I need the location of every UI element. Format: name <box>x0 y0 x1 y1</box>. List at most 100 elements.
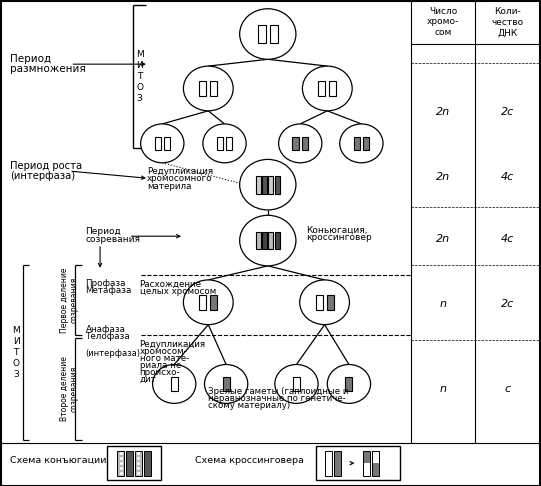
Circle shape <box>327 364 371 403</box>
Circle shape <box>204 364 248 403</box>
Bar <box>302 137 308 150</box>
Circle shape <box>240 9 296 59</box>
Text: созревания: созревания <box>85 235 141 243</box>
Text: Период: Период <box>10 54 51 64</box>
Text: Расхождение: Расхождение <box>140 280 202 289</box>
Text: Период роста: Период роста <box>10 161 82 171</box>
Circle shape <box>141 124 184 163</box>
Bar <box>363 451 370 476</box>
Bar <box>274 232 280 249</box>
Text: риала не: риала не <box>140 361 181 370</box>
Circle shape <box>153 364 196 403</box>
Bar <box>117 451 124 476</box>
Text: Метафаза: Метафаза <box>85 286 132 295</box>
Bar <box>325 451 332 476</box>
Text: Коньюгация,: Коньюгация, <box>306 226 367 234</box>
Circle shape <box>203 124 246 163</box>
Bar <box>164 137 170 150</box>
Bar <box>171 377 177 391</box>
Text: происхо-: происхо- <box>140 368 180 377</box>
Bar <box>293 377 300 391</box>
Text: n: n <box>440 299 446 309</box>
Bar <box>135 451 142 476</box>
Circle shape <box>183 280 233 325</box>
Bar <box>268 232 273 249</box>
Text: Коли-
чество
ДНК: Коли- чество ДНК <box>491 7 524 37</box>
Text: Профаза: Профаза <box>85 279 126 288</box>
Bar <box>256 232 261 249</box>
Bar <box>210 81 217 96</box>
Text: 2c: 2c <box>501 107 514 117</box>
Bar <box>223 377 229 391</box>
Text: Телофаза: Телофаза <box>85 332 130 341</box>
Text: Схема конъюгации: Схема конъюгации <box>10 456 106 465</box>
Text: Период: Период <box>85 227 121 236</box>
Text: 4c: 4c <box>501 234 514 244</box>
Bar <box>155 137 161 150</box>
Text: М
И
Т
О
З: М И Т О З <box>12 326 20 379</box>
Bar <box>262 176 267 193</box>
Bar <box>363 137 369 150</box>
Circle shape <box>183 66 233 111</box>
Text: целых хромосом: целых хромосом <box>140 287 216 296</box>
Text: 2n: 2n <box>436 173 450 182</box>
Bar <box>199 295 206 310</box>
Text: материла: материла <box>147 182 192 191</box>
Bar <box>262 232 267 249</box>
Text: кроссинговер: кроссинговер <box>306 233 372 242</box>
Circle shape <box>279 124 322 163</box>
Circle shape <box>240 215 296 266</box>
Bar <box>126 451 134 476</box>
Bar <box>363 451 370 463</box>
Bar <box>268 176 273 193</box>
Circle shape <box>275 364 318 403</box>
Bar <box>318 81 325 96</box>
Bar <box>270 25 278 43</box>
Bar <box>354 137 360 150</box>
Bar <box>274 176 280 193</box>
Text: скому материалу): скому материалу) <box>208 401 291 410</box>
Bar <box>372 451 379 476</box>
Text: 2c: 2c <box>501 299 514 309</box>
Bar <box>372 451 379 463</box>
Text: ного мате-: ного мате- <box>140 354 189 363</box>
Bar <box>217 137 223 150</box>
Text: n: n <box>440 384 446 394</box>
Text: 2n: 2n <box>436 234 450 244</box>
Bar <box>327 295 334 310</box>
Bar <box>210 295 217 310</box>
Bar <box>316 446 400 480</box>
Text: Схема кроссинговера: Схема кроссинговера <box>195 456 304 465</box>
Text: хромосом-: хромосом- <box>140 347 187 356</box>
Bar <box>256 176 261 193</box>
Circle shape <box>302 66 352 111</box>
Circle shape <box>300 280 349 325</box>
Bar <box>258 25 266 43</box>
Text: (интерфаза): (интерфаза) <box>10 171 75 181</box>
Bar <box>144 451 151 476</box>
Text: Второе деление
созревания: Второе деление созревания <box>60 356 79 421</box>
Text: хромосомного: хромосомного <box>147 174 213 183</box>
Text: неравнозначные по генетиче-: неравнозначные по генетиче- <box>208 394 346 403</box>
Text: c: c <box>504 384 511 394</box>
Text: Редупликация: Редупликация <box>147 167 213 175</box>
Bar <box>226 137 232 150</box>
Circle shape <box>240 159 296 210</box>
Text: 2n: 2n <box>436 107 450 117</box>
Text: Число
хромо-
сом: Число хромо- сом <box>427 7 459 37</box>
Bar <box>363 463 370 476</box>
Bar <box>334 451 341 476</box>
Text: (интерфаза): (интерфаза) <box>85 349 141 358</box>
Text: М
И
Т
О
З: М И Т О З <box>136 50 143 103</box>
Text: Редупликация: Редупликация <box>140 340 206 348</box>
Text: Анафаза: Анафаза <box>85 325 126 333</box>
Bar <box>107 446 161 480</box>
Text: Зрелые гаметы (гаплоидные и: Зрелые гаметы (гаплоидные и <box>208 387 349 396</box>
Bar <box>329 81 337 96</box>
Bar <box>346 377 352 391</box>
Bar <box>293 137 299 150</box>
Text: Первое деление
созревания: Первое деление созревания <box>60 267 79 333</box>
Text: 4c: 4c <box>501 173 514 182</box>
Bar <box>372 463 379 476</box>
Text: размножения: размножения <box>10 64 85 74</box>
